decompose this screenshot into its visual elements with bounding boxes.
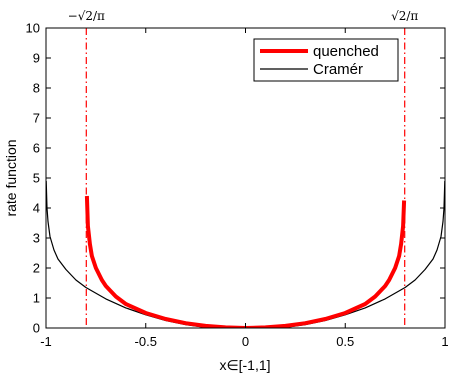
series-line-cramer (46, 180, 445, 328)
y-tick-label: 7 (33, 111, 40, 126)
y-axis-ticks: 0 1 2 3 4 5 6 7 8 9 10 (26, 21, 445, 336)
x-tick-label: -1 (40, 334, 52, 349)
y-tick-label: 8 (33, 81, 40, 96)
y-tick-label: 1 (33, 291, 40, 306)
y-tick-label: 4 (33, 201, 40, 216)
legend: quenched Cramér (253, 38, 399, 82)
vertical-marker-label: √2/π (391, 9, 418, 23)
series-group (46, 180, 445, 328)
vertical-marker-label: −√2/π (68, 9, 105, 23)
y-tick-label: 6 (33, 141, 40, 156)
x-tick-label: -0.5 (135, 334, 157, 349)
x-tick-label: 0.5 (336, 334, 354, 349)
vertical-marker-labels: −√2/π √2/π (68, 9, 419, 23)
y-tick-label: 5 (33, 171, 40, 186)
x-tick-label: 0 (242, 334, 249, 349)
y-tick-label: 9 (33, 51, 40, 66)
vertical-markers (85, 28, 406, 328)
y-tick-label: 3 (33, 231, 40, 246)
y-tick-label: 0 (33, 321, 40, 336)
legend-label-cramer: Cramér (313, 61, 363, 78)
x-axis-ticks: -1 -0.5 0 0.5 1 (40, 28, 449, 349)
y-tick-label: 2 (33, 261, 40, 276)
legend-box (253, 38, 399, 82)
series-line-quenched (84, 195, 407, 328)
x-tick-label: 1 (441, 334, 448, 349)
y-tick-label: 10 (26, 21, 40, 36)
legend-label-quenched: quenched (313, 43, 379, 60)
x-axis-label: x∈[-1,1] (219, 357, 270, 373)
y-axis-label: rate function (3, 139, 19, 216)
